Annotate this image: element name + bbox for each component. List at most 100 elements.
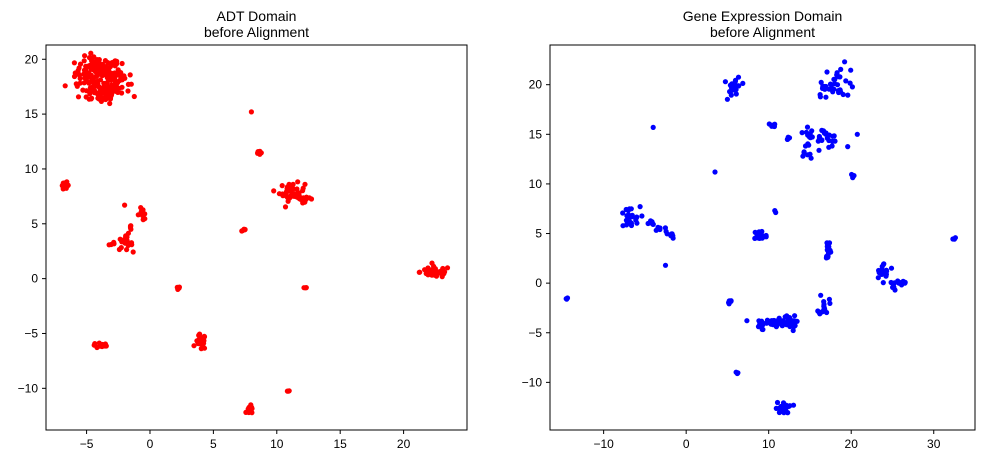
data-point bbox=[783, 405, 789, 411]
data-point bbox=[637, 204, 643, 210]
data-point bbox=[786, 135, 793, 141]
data-point bbox=[121, 73, 127, 79]
data-point bbox=[623, 222, 630, 228]
data-point bbox=[634, 214, 640, 220]
data-point bbox=[821, 303, 827, 309]
chart-title: Gene Expression Domain before Alignment bbox=[683, 8, 843, 40]
data-point bbox=[108, 77, 114, 83]
data-point bbox=[124, 247, 130, 253]
data-point bbox=[563, 296, 569, 302]
x-tick-label: −5 bbox=[80, 437, 94, 451]
data-point bbox=[276, 191, 282, 197]
data-point bbox=[302, 285, 308, 291]
data-point bbox=[86, 72, 92, 78]
data-point bbox=[826, 296, 833, 302]
data-point bbox=[888, 265, 895, 271]
data-point bbox=[756, 229, 762, 235]
data-point bbox=[91, 342, 97, 348]
data-point bbox=[824, 247, 831, 253]
adt-scatter-panel: ADT Domain before Alignment −5 0 5 10 15 20 −10 −… bbox=[18, 8, 468, 451]
data-point bbox=[734, 370, 740, 377]
data-point bbox=[650, 124, 656, 130]
data-point bbox=[196, 332, 202, 338]
data-point bbox=[139, 212, 146, 219]
data-point bbox=[284, 189, 290, 195]
data-point bbox=[803, 129, 810, 135]
data-point bbox=[735, 74, 742, 80]
data-point bbox=[286, 195, 293, 201]
data-point bbox=[898, 279, 904, 286]
y-tick-label: 15 bbox=[529, 127, 543, 141]
data-point bbox=[668, 231, 675, 237]
data-point bbox=[662, 262, 669, 268]
data-point bbox=[284, 184, 291, 190]
data-point bbox=[98, 67, 104, 73]
data-point bbox=[773, 321, 779, 328]
data-point bbox=[883, 271, 890, 277]
data-point bbox=[726, 300, 732, 306]
data-point bbox=[799, 130, 805, 136]
data-point bbox=[82, 75, 88, 81]
data-point bbox=[820, 308, 827, 314]
data-point bbox=[431, 263, 437, 269]
data-point bbox=[773, 405, 779, 411]
data-point bbox=[97, 77, 104, 83]
data-point bbox=[662, 225, 669, 231]
data-point bbox=[830, 133, 836, 139]
data-point bbox=[843, 78, 849, 84]
data-point bbox=[74, 83, 80, 89]
data-point bbox=[62, 83, 68, 89]
data-point bbox=[271, 188, 277, 194]
data-point bbox=[800, 153, 806, 159]
data-point bbox=[733, 91, 739, 97]
data-point bbox=[740, 80, 746, 86]
data-point bbox=[834, 72, 840, 78]
data-point bbox=[768, 321, 774, 327]
data-point bbox=[96, 71, 102, 77]
x-tick-label: 30 bbox=[927, 437, 941, 451]
y-tick-label: −10 bbox=[522, 375, 543, 389]
data-point bbox=[802, 143, 809, 149]
data-point bbox=[239, 228, 245, 234]
data-point bbox=[724, 96, 731, 102]
data-point bbox=[831, 86, 837, 92]
data-point bbox=[816, 147, 822, 153]
data-point bbox=[892, 287, 898, 293]
data-point bbox=[113, 72, 120, 78]
data-point bbox=[98, 94, 104, 100]
data-point bbox=[727, 82, 734, 88]
data-point bbox=[302, 181, 308, 187]
data-point bbox=[880, 280, 886, 286]
data-point bbox=[824, 69, 830, 75]
data-point bbox=[760, 321, 767, 327]
data-point bbox=[109, 82, 115, 88]
data-point bbox=[821, 299, 827, 305]
data-point bbox=[881, 261, 887, 267]
data-point bbox=[623, 217, 630, 223]
data-point bbox=[809, 128, 815, 134]
data-point bbox=[102, 89, 108, 96]
data-point bbox=[728, 92, 734, 98]
data-point bbox=[71, 60, 77, 66]
y-tick-label: 20 bbox=[529, 78, 543, 92]
data-point bbox=[733, 87, 739, 93]
data-point bbox=[86, 55, 93, 61]
data-point bbox=[819, 137, 825, 143]
data-point bbox=[816, 310, 822, 316]
x-tick-label: −10 bbox=[593, 437, 614, 451]
data-point bbox=[103, 343, 109, 349]
y-tick-label: −5 bbox=[24, 326, 38, 340]
y-tick-label: 10 bbox=[25, 162, 39, 176]
data-point bbox=[628, 222, 635, 229]
data-point bbox=[792, 313, 798, 319]
data-point bbox=[135, 212, 141, 218]
data-point bbox=[191, 343, 197, 349]
data-point bbox=[838, 66, 844, 72]
data-point bbox=[103, 96, 109, 103]
data-point bbox=[77, 75, 83, 82]
data-point bbox=[776, 315, 782, 321]
data-point bbox=[823, 131, 829, 137]
data-point bbox=[752, 235, 758, 241]
data-point bbox=[845, 144, 851, 150]
chart-title: ADT Domain before Alignment bbox=[204, 8, 309, 40]
